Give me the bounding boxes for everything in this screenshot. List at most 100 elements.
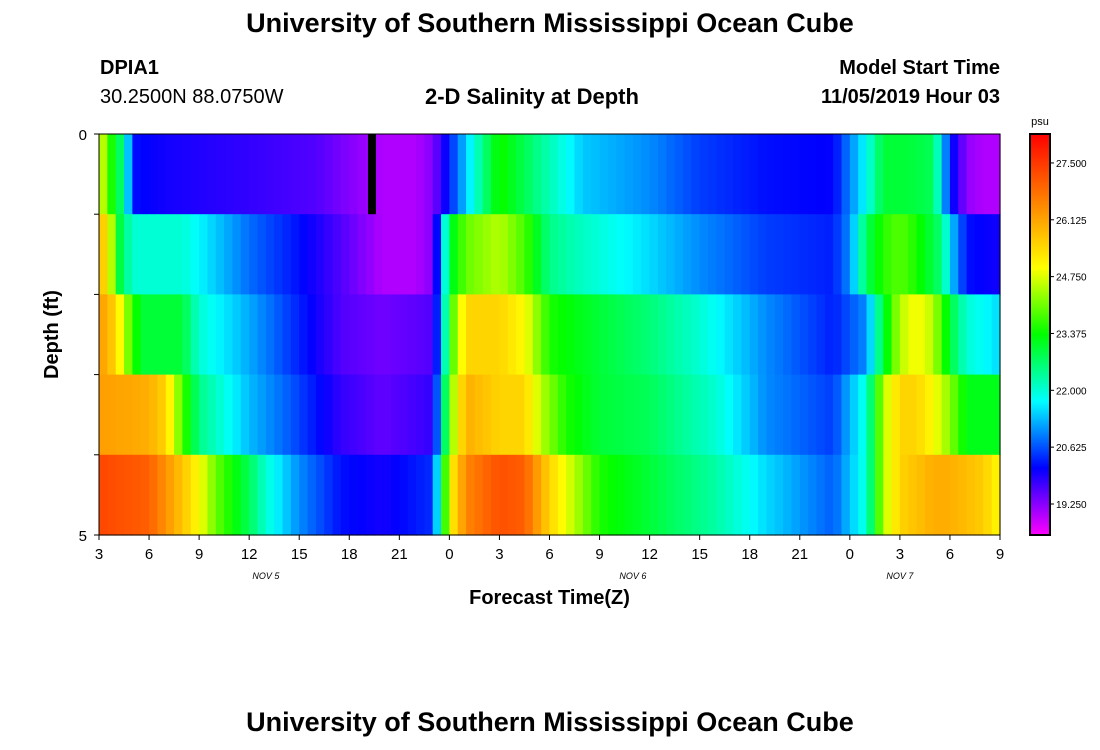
- heatmap-cell: [799, 214, 809, 295]
- heatmap-cell: [99, 214, 108, 295]
- heatmap-cell: [783, 214, 793, 295]
- heatmap-cell: [599, 134, 609, 215]
- heatmap-cell: [824, 214, 834, 295]
- heatmap-cell: [616, 134, 626, 215]
- heatmap-cell: [974, 294, 984, 376]
- x-tick-label: 9: [595, 546, 603, 563]
- heatmap-cell: [591, 134, 601, 215]
- heatmap-cell: [315, 374, 325, 456]
- heatmap-cell: [365, 294, 375, 376]
- heatmap-cell: [199, 294, 209, 376]
- heatmap-cell: [916, 294, 926, 376]
- heatmap-cell: [190, 454, 200, 536]
- heatmap-cell: [816, 294, 826, 376]
- heatmap-cell: [340, 454, 350, 536]
- heatmap-cell: [666, 134, 676, 215]
- x-tick-label: 12: [241, 546, 258, 563]
- heatmap-cell: [574, 134, 584, 215]
- heatmap-cell: [349, 294, 359, 376]
- heatmap-cell: [374, 294, 384, 376]
- heatmap-cell: [332, 454, 342, 536]
- heatmap-cell: [449, 374, 459, 456]
- heatmap-cell: [416, 454, 425, 536]
- heatmap-cell: [666, 294, 676, 376]
- heatmap-cell: [491, 214, 501, 295]
- heatmap-cell: [741, 294, 751, 376]
- heatmap-cell: [307, 134, 317, 215]
- heatmap-cell: [582, 294, 592, 376]
- heatmap-cell: [591, 454, 601, 536]
- heatmap-cell: [190, 374, 200, 456]
- heatmap-cell: [808, 454, 818, 536]
- heatmap-cell: [749, 134, 759, 215]
- heatmap-cell: [599, 294, 609, 376]
- heatmap-cell: [407, 374, 417, 456]
- colorbar: [1029, 133, 1051, 536]
- heatmap-cell: [349, 214, 359, 295]
- heatmap-cell: [941, 134, 951, 215]
- y-tick-label: 5: [79, 528, 87, 545]
- heatmap-cell: [983, 134, 993, 215]
- model-start-time: 11/05/2019 Hour 03: [820, 86, 1000, 108]
- heatmap-cell: [399, 134, 409, 215]
- heatmap-cell: [682, 454, 692, 536]
- heatmap-cell: [274, 214, 284, 295]
- heatmap-cell: [532, 134, 542, 215]
- heatmap-cell: [382, 214, 392, 295]
- heatmap-cell: [557, 134, 567, 215]
- heatmap-cell: [124, 294, 133, 376]
- heatmap-cell: [182, 294, 192, 376]
- chart-axes: 3 6 9 12 15 18 21 0 3 6 9 12 15 18 21 0 3 6 9 NOV 5 NOV 6 NOV…: [41, 127, 1004, 609]
- heatmap-cell: [282, 214, 292, 295]
- heatmap-cell: [699, 214, 709, 295]
- heatmap-cell: [616, 374, 626, 456]
- heatmap-cell: [499, 294, 509, 376]
- heatmap-cell: [741, 214, 751, 295]
- heatmap-cell: [783, 134, 793, 215]
- heatmap-cell: [599, 454, 609, 536]
- heatmap-cell: [482, 294, 492, 376]
- x-axis-label: Forecast Time(Z): [469, 587, 630, 609]
- heatmap-cell: [566, 214, 576, 295]
- heatmap-cell: [883, 134, 893, 215]
- heatmap-cell: [741, 134, 751, 215]
- heatmap-cell: [99, 454, 108, 536]
- heatmap-cell: [966, 134, 976, 215]
- heatmap-cell: [374, 374, 384, 456]
- heatmap-cell: [616, 454, 626, 536]
- heatmap-cell: [532, 454, 542, 536]
- heatmap-cell: [157, 294, 167, 376]
- heatmap-cell: [766, 454, 776, 536]
- heatmap-cell: [107, 454, 117, 536]
- heatmap-cell: [974, 134, 984, 215]
- heatmap-cell: [190, 294, 200, 376]
- heatmap-cell: [107, 134, 117, 215]
- heatmap-cell: [916, 214, 926, 295]
- heatmap-cell: [924, 454, 934, 536]
- heatmap-cell: [858, 454, 868, 536]
- x-tick-label: 21: [791, 546, 808, 563]
- heatmap-cell: [849, 134, 859, 215]
- heatmap-cell: [257, 294, 267, 376]
- heatmap-cell: [149, 454, 158, 536]
- heatmap-cell: [666, 214, 676, 295]
- heatmap-cell: [224, 294, 234, 376]
- heatmap-cell: [682, 294, 692, 376]
- heatmap-cell: [532, 294, 542, 376]
- heatmap-cell: [724, 454, 734, 536]
- heatmap-cell: [165, 134, 175, 215]
- heatmap-cell: [974, 214, 984, 295]
- heatmap-cell: [399, 214, 409, 295]
- heatmap-cell: [441, 134, 450, 215]
- heatmap-cell: [157, 374, 167, 456]
- heatmap-cell: [983, 294, 993, 376]
- heatmap-cell: [616, 294, 626, 376]
- heatmap-cell: [382, 374, 392, 456]
- heatmap-cell: [532, 374, 542, 456]
- heatmap-cell: [457, 134, 467, 215]
- heatmap-cell: [816, 454, 826, 536]
- heatmap-cell: [224, 134, 234, 215]
- heatmap-cell: [991, 294, 1001, 376]
- missing-data-cell: [367, 134, 376, 215]
- heatmap-cell: [390, 374, 400, 456]
